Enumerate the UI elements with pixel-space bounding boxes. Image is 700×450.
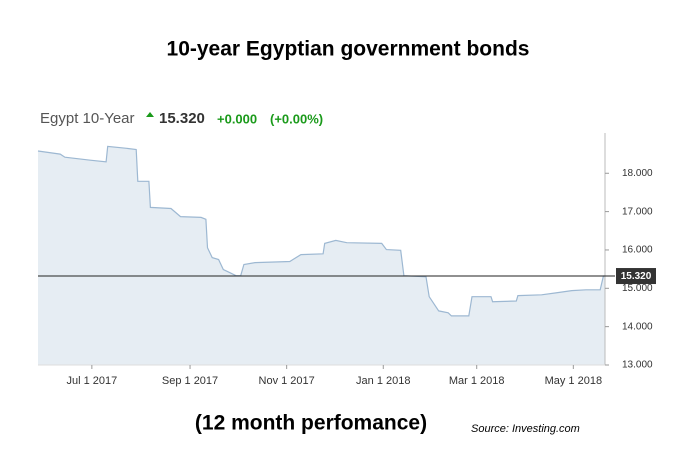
source: Source: Investing.com: [471, 423, 580, 435]
y-tick-label: 17.000: [622, 206, 653, 217]
x-tick-label: Jan 1 2018: [356, 375, 410, 387]
y-tick-label: 18.000: [622, 168, 653, 179]
x-tick-label: Sep 1 2017: [162, 375, 218, 387]
y-tick-label: 16.000: [622, 245, 653, 256]
x-tick-label: Nov 1 2017: [259, 375, 315, 387]
x-tick-label: Mar 1 2018: [449, 375, 505, 387]
change: +0.000: [217, 111, 257, 126]
current-tag: [616, 268, 656, 285]
up-arrow: [146, 112, 154, 117]
line: [37, 145, 605, 317]
y-tick-label: 13.000: [622, 360, 653, 371]
y-tick-label: 15.000: [622, 283, 653, 294]
change-percent: (+0.00%): [270, 111, 323, 126]
area: [38, 146, 605, 365]
instrument-name: Egypt 10-Year: [40, 110, 135, 127]
y-tick-label: 14.000: [622, 321, 653, 332]
subtitle: (12 month perfomance): [195, 412, 427, 435]
chart-title: 10-year Egyptian government bonds: [167, 38, 530, 61]
current-label: 15.320: [621, 271, 652, 282]
x-tick-label: Jul 1 2017: [66, 375, 117, 387]
x-tick-label: May 1 2018: [545, 375, 602, 387]
price: 15.320: [159, 110, 205, 127]
